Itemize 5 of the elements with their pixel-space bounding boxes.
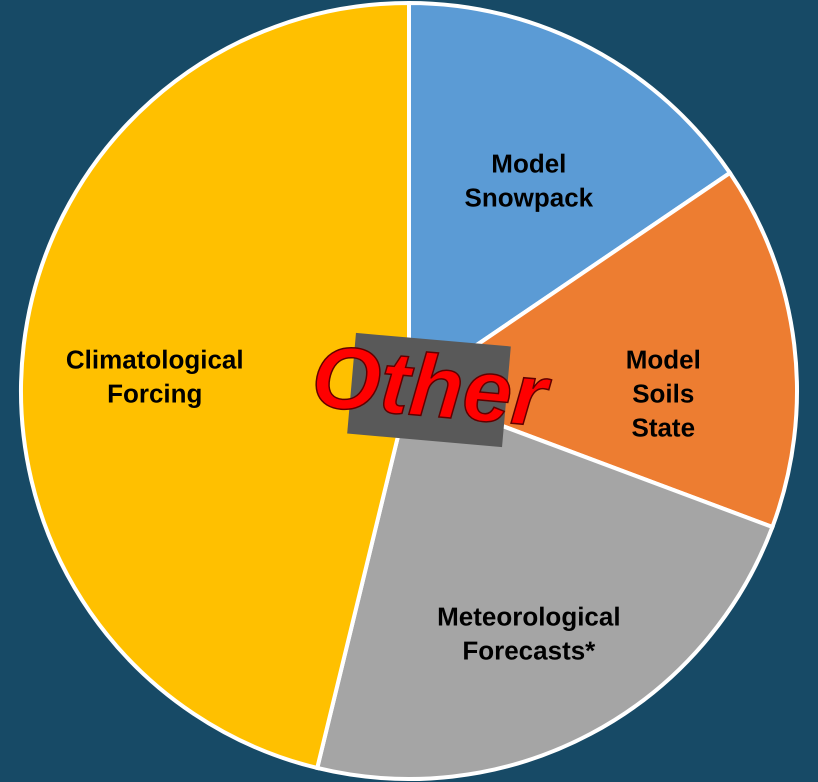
slice-label: Climatological Forcing bbox=[66, 344, 244, 408]
slice-label: Model Snowpack bbox=[464, 148, 594, 213]
slice-label: Meteorological Forecasts* bbox=[437, 601, 621, 666]
text: Other bbox=[308, 326, 556, 446]
slice-label: Model Soils State bbox=[626, 344, 701, 442]
